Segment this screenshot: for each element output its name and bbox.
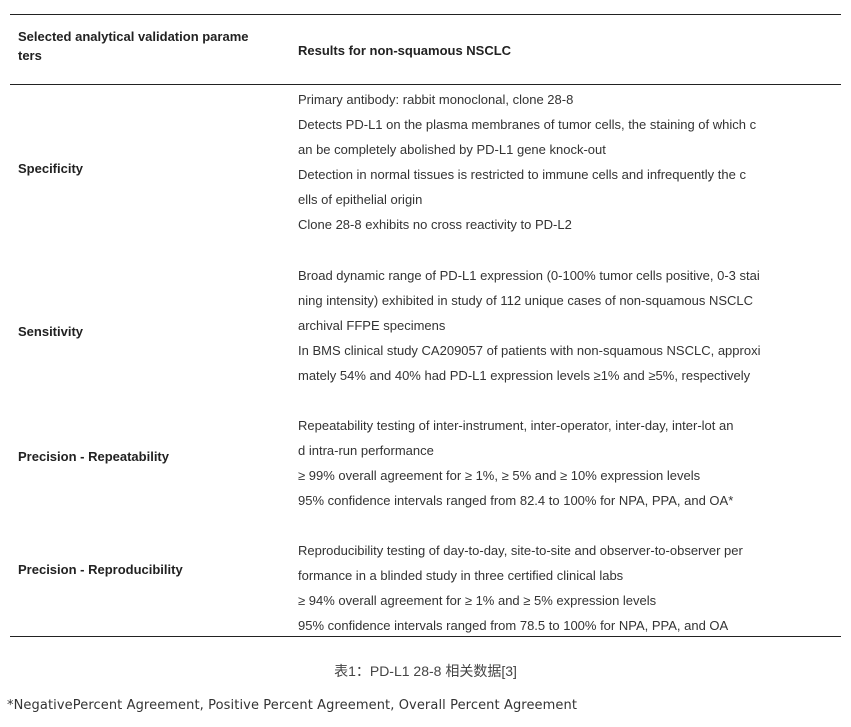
result-line: ≥ 99% overall agreement for ≥ 1%, ≥ 5% a…	[298, 468, 701, 483]
header-results: Results for non-squamous NSCLC	[298, 43, 512, 58]
result-line: 95% confidence intervals ranged from 78.…	[298, 618, 729, 633]
result-line: Detection in normal tissues is restricte…	[298, 167, 746, 182]
row-parameter: Precision - Reproducibility	[18, 562, 183, 577]
table-bottom-rule	[10, 636, 841, 637]
result-line: Broad dynamic range of PD-L1 expression …	[298, 268, 760, 283]
result-line: formance in a blinded study in three cer…	[298, 568, 624, 583]
row-parameter: Specificity	[18, 161, 84, 176]
result-line: d intra-run performance	[298, 443, 434, 458]
footnote: *NegativePercent Agreement, Positive Per…	[7, 698, 578, 713]
result-line: 95% confidence intervals ranged from 82.…	[298, 493, 734, 508]
result-line: Repeatability testing of inter-instrumen…	[298, 418, 734, 433]
table-header-rule	[10, 84, 841, 85]
result-line: ≥ 94% overall agreement for ≥ 1% and ≥ 5…	[298, 593, 657, 608]
row-parameter: Precision - Repeatability	[18, 449, 169, 464]
row-parameter: Sensitivity	[18, 324, 84, 339]
result-line: archival FFPE specimens	[298, 318, 446, 333]
result-line: ning intensity) exhibited in study of 11…	[298, 293, 754, 308]
header-parameter-cont: ters	[18, 48, 42, 63]
result-line: In BMS clinical study CA209057 of patien…	[298, 343, 761, 358]
result-line: Clone 28-8 exhibits no cross reactivity …	[298, 217, 572, 232]
header-parameter: Selected analytical validation parame	[18, 29, 249, 44]
result-line: Primary antibody: rabbit monoclonal, clo…	[298, 92, 574, 107]
table-caption: 表1：PD-L1 28-8 相关数据[3]	[334, 663, 517, 679]
result-line: Reproducibility testing of day-to-day, s…	[298, 543, 743, 558]
result-line: ells of epithelial origin	[298, 192, 423, 207]
result-line: an be completely abolished by PD-L1 gene…	[298, 142, 606, 157]
result-line: Detects PD-L1 on the plasma membranes of…	[298, 117, 757, 132]
table-top-rule	[10, 14, 841, 15]
result-line: mately 54% and 40% had PD-L1 expression …	[298, 368, 751, 383]
